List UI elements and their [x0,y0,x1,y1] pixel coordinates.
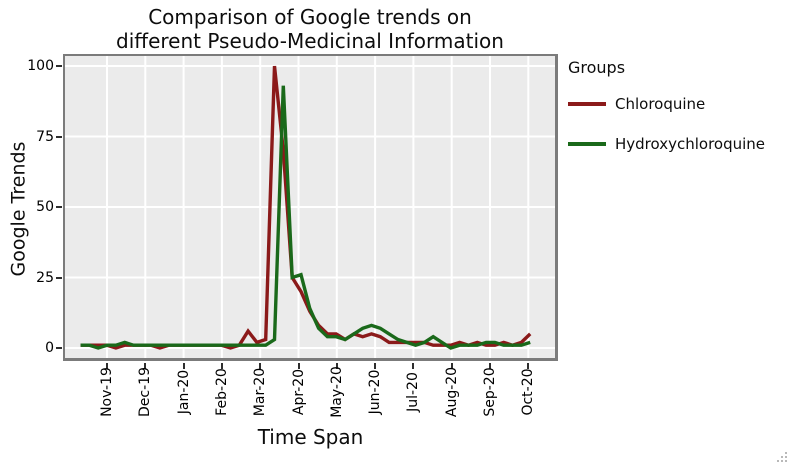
x-tick-mark-Sep-20 [489,363,491,369]
x-tick-label-Aug-20: Aug-20 [444,366,460,418]
y-tick-mark-25 [56,277,62,279]
x-tick-label-Jun-20: Jun-20 [367,369,383,415]
legend-label-chloroquine: Chloroquine [615,95,706,113]
x-tick-label-Feb-20: Feb-20 [214,368,230,416]
x-tick-mark-Dec-19 [144,363,146,369]
chart-title-line2: different Pseudo-Medicinal Information [116,29,504,53]
x-tick-mark-Nov-19 [106,363,108,369]
legend: Groups Chloroquine Hydroxychloroquine [568,58,783,157]
plot-canvas [65,56,555,358]
legend-title: Groups [568,58,626,77]
y-tick-label-0: 0 [45,340,54,356]
x-tick-mark-Mar-20 [259,363,261,369]
x-tick-label-Jan-20: Jan-20 [176,369,192,415]
legend-swatch-hydroxychloroquine [568,142,606,146]
x-tick-label-Jul-20: Jul-20 [405,372,421,412]
x-tick-label-Oct-20: Oct-20 [520,368,536,416]
x-tick-label-Nov-19: Nov-19 [99,367,115,417]
legend-label-hydroxychloroquine: Hydroxychloroquine [615,135,766,153]
chart-title: Comparison of Google trends on different… [30,5,590,53]
x-tick-mark-May-20 [336,363,338,369]
legend-swatch-chloroquine [568,102,606,106]
y-tick-mark-100 [56,65,62,67]
x-tick-label-Dec-19: Dec-19 [137,367,153,417]
legend-item-hydroxychloroquine: Hydroxychloroquine [568,131,783,157]
x-tick-label-Mar-20: Mar-20 [252,367,268,417]
x-tick-mark-Jul-20 [412,363,414,369]
x-tick-mark-Jan-20 [183,363,185,369]
x-axis-title: Time Span [257,425,364,449]
plot-area [63,54,558,361]
y-tick-mark-0 [56,347,62,349]
x-tick-mark-Feb-20 [221,363,223,369]
y-tick-mark-75 [56,136,62,138]
series-line-hydroxychloroquine [80,85,531,350]
x-tick-mark-Oct-20 [527,363,529,369]
y-tick-label-25: 25 [36,270,54,286]
legend-item-chloroquine: Chloroquine [568,91,783,117]
y-tick-label-75: 75 [36,129,54,145]
x-tick-label-Sep-20: Sep-20 [482,367,498,417]
x-tick-mark-Jun-20 [374,363,376,369]
y-tick-label-50: 50 [36,199,54,215]
x-tick-label-May-20: May-20 [329,366,345,418]
x-tick-label-Apr-20: Apr-20 [291,368,307,416]
resize-grip-icon[interactable] [775,450,788,463]
y-tick-mark-50 [56,206,62,208]
x-tick-mark-Apr-20 [298,363,300,369]
chart-title-line1: Comparison of Google trends on [148,5,472,29]
x-tick-mark-Aug-20 [451,363,453,369]
y-tick-label-100: 100 [27,58,54,74]
legend-items: Chloroquine Hydroxychloroquine [568,91,783,157]
